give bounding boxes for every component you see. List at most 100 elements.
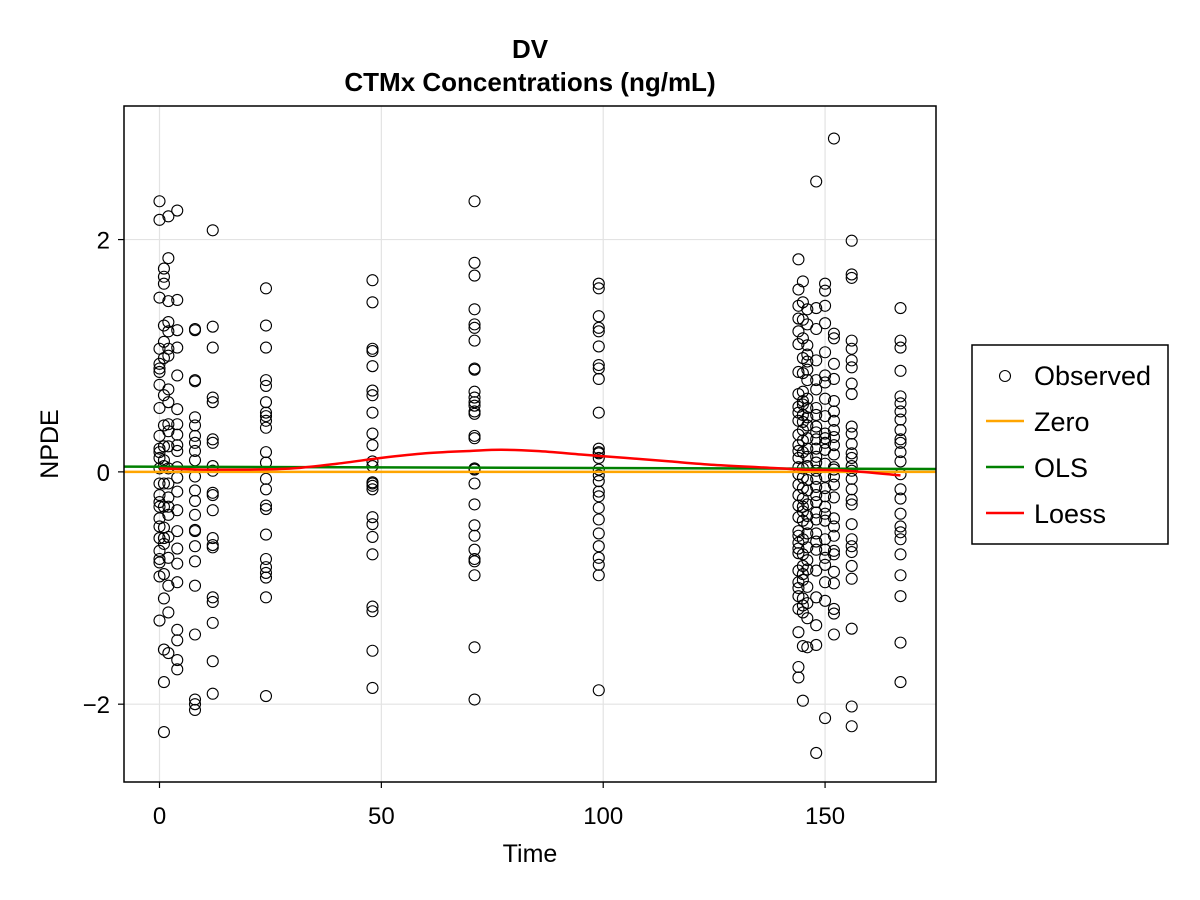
observed-point (468, 318, 481, 331)
observed-point (894, 424, 907, 437)
observed-point (153, 614, 166, 627)
observed-point (366, 360, 379, 373)
observed-point (819, 299, 832, 312)
legend: Observed Zero OLS Loess (971, 344, 1169, 545)
observed-point (792, 529, 805, 542)
observed-point (894, 590, 907, 603)
observed-point (468, 693, 481, 706)
observed-point (592, 527, 605, 540)
observed-point (259, 414, 273, 427)
observed-point (796, 640, 809, 653)
observed-point (827, 565, 840, 578)
observed-point (366, 345, 379, 358)
observed-point (157, 592, 170, 605)
observed-point (819, 712, 832, 725)
observed-point (171, 576, 184, 589)
observed-point (592, 372, 605, 386)
observed-point (162, 396, 175, 409)
observed-point (259, 410, 273, 423)
observed-point (259, 571, 273, 584)
observed-point (810, 535, 823, 548)
observed-point (171, 204, 184, 217)
observed-point (810, 472, 823, 485)
observed-point (792, 626, 805, 639)
observed-point (845, 559, 858, 573)
axis-ticks: 0 50 100 150 −2 0 2 (83, 228, 845, 830)
observed-point (827, 544, 840, 557)
observed-point (894, 433, 907, 446)
observed-point (592, 447, 605, 460)
observed-point (171, 324, 184, 337)
loess-line (159, 448, 901, 477)
observed-point (796, 351, 809, 365)
observed-point (810, 506, 823, 519)
observed-point (162, 579, 175, 592)
observed-point (792, 365, 805, 379)
observed-point (188, 508, 202, 521)
observed-point (845, 720, 858, 733)
observed-point (819, 346, 832, 359)
observed-point (468, 321, 481, 334)
observed-point (894, 676, 907, 689)
observed-point (153, 401, 166, 415)
observed-point (592, 501, 605, 514)
observed-point (894, 526, 907, 539)
observed-point (162, 606, 175, 619)
observed-point (153, 500, 166, 513)
observed-point (801, 401, 814, 415)
observed-point (845, 540, 858, 553)
observed-point (366, 600, 379, 613)
observed-point (845, 268, 858, 281)
observed-point (801, 541, 814, 554)
observed-point (796, 514, 809, 527)
observed-point (259, 483, 273, 496)
observed-point (819, 376, 832, 389)
observed-point (810, 408, 823, 422)
observed-point (366, 296, 379, 309)
observed-point (259, 406, 273, 419)
observed-point (157, 477, 170, 490)
observed-point (827, 529, 840, 542)
observed-point (366, 644, 379, 657)
observed-point (845, 493, 858, 506)
observed-point (894, 507, 907, 520)
observed-point (894, 405, 907, 418)
observed-point (259, 502, 273, 516)
observed-point (592, 463, 605, 476)
observed-point (894, 533, 907, 546)
observed-point (801, 348, 814, 361)
observed-point (827, 602, 840, 615)
observed-point (796, 367, 809, 380)
observed-point (845, 545, 858, 559)
observed-point (206, 391, 219, 404)
observed-point (366, 389, 379, 402)
observed-point (188, 444, 202, 458)
observed-point (845, 234, 858, 247)
x-tick-label: 0 (153, 803, 166, 830)
observed-point (188, 540, 202, 553)
observed-point (162, 349, 175, 362)
observed-point (827, 372, 840, 386)
x-axis-label: Time (503, 840, 558, 868)
observed-point (153, 195, 166, 208)
observed-point (819, 594, 832, 607)
observed-point (171, 525, 184, 538)
observed-point (171, 293, 184, 307)
observed-point (827, 520, 840, 533)
observed-point (162, 315, 175, 329)
observed-point (796, 275, 809, 288)
observed-point (819, 558, 832, 571)
observed-point (845, 354, 858, 367)
observed-point (827, 424, 840, 437)
observed-point (894, 364, 907, 377)
observed-point (162, 325, 175, 338)
observed-point (206, 532, 219, 545)
observed-point (792, 253, 805, 266)
legend-label-ols: OLS (1034, 453, 1088, 483)
observed-point (206, 396, 219, 409)
observed-point (468, 463, 481, 476)
observed-point (162, 210, 175, 223)
observed-point (845, 334, 858, 347)
observed-point (810, 354, 823, 367)
observed-point (810, 619, 823, 632)
